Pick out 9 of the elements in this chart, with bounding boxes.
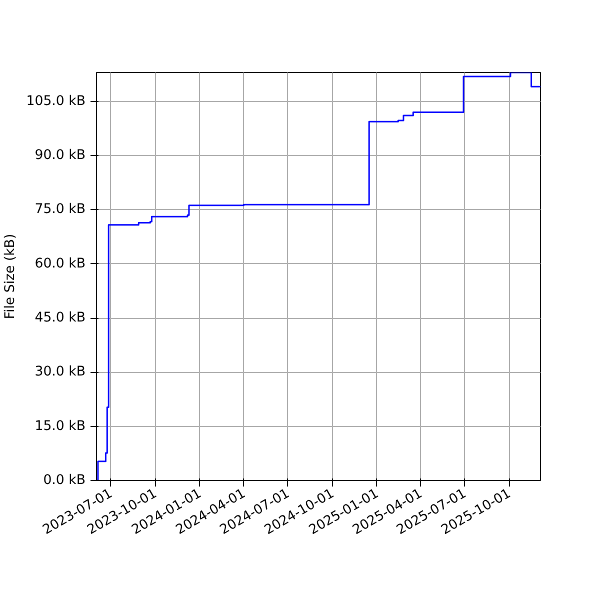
y-tick-label: 45.0 kB bbox=[34, 310, 86, 326]
y-tick-label: 30.0 kB bbox=[34, 364, 86, 380]
y-tick-label: 15.0 kB bbox=[34, 418, 86, 434]
y-tick-label: 105.0 kB bbox=[26, 94, 86, 109]
y-tick-label: 90.0 kB bbox=[34, 148, 86, 164]
y-axis-title: File Size (kB) bbox=[3, 234, 18, 320]
y-tick-label: 60.0 kB bbox=[34, 256, 86, 272]
y-tick-label: 75.0 kB bbox=[34, 202, 86, 218]
y-tick-label: 0.0 kB bbox=[43, 473, 86, 488]
